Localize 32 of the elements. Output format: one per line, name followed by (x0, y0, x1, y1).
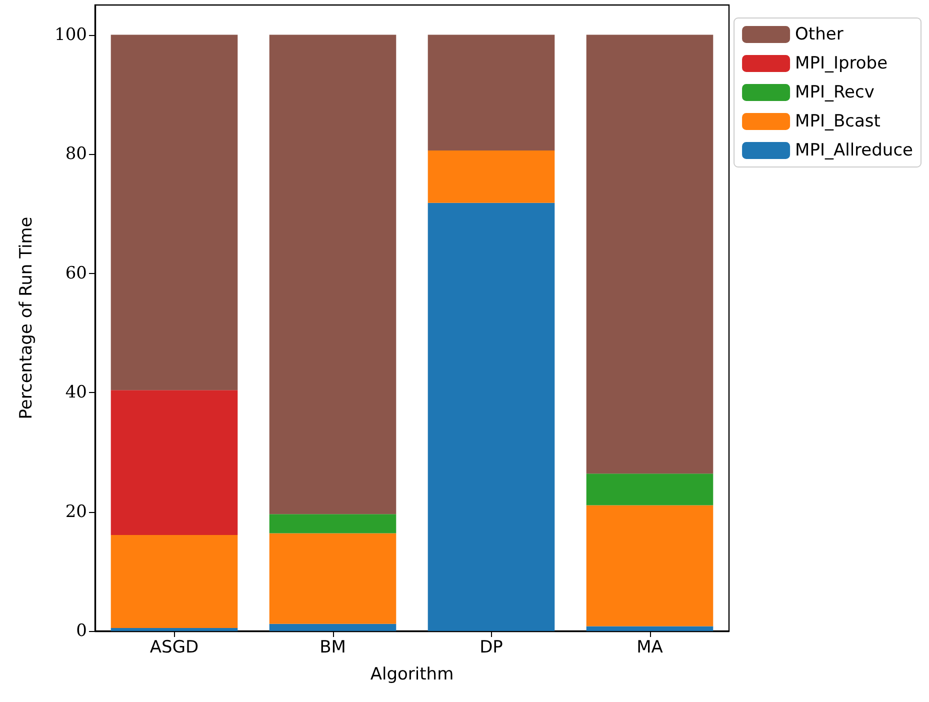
legend-label: MPI_Recv (795, 82, 874, 102)
bar (269, 34, 396, 514)
legend-label: Other (795, 24, 844, 44)
bar (586, 34, 714, 474)
bar (269, 514, 396, 534)
legend-label: MPI_Allreduce (795, 140, 914, 160)
y-tick-label: 100 (54, 24, 87, 45)
legend-label: MPI_Bcast (795, 112, 881, 132)
bar (586, 626, 714, 631)
bar (428, 150, 555, 203)
bar (428, 34, 555, 150)
bar (269, 533, 396, 624)
bar (269, 624, 396, 631)
y-tick-label: 40 (65, 382, 87, 403)
y-tick-label: 60 (65, 263, 87, 284)
bar (110, 34, 238, 390)
bar (428, 202, 555, 631)
bar (586, 505, 714, 626)
x-axis-title: Algorithm (370, 664, 454, 684)
y-tick-label: 0 (76, 621, 87, 641)
y-axis-title: Percentage of Run Time (16, 216, 36, 420)
y-tick-label: 20 (65, 502, 87, 522)
bar (110, 628, 238, 631)
bar (110, 390, 238, 536)
x-tick-label: MA (636, 638, 664, 658)
y-tick-label: 80 (65, 144, 87, 164)
x-tick-label: DP (480, 638, 503, 658)
x-tick-label: ASGD (150, 638, 199, 658)
bar (110, 535, 238, 628)
legend-label: MPI_Iprobe (795, 54, 888, 74)
x-tick-label: BM (320, 638, 346, 658)
bar (586, 474, 714, 506)
